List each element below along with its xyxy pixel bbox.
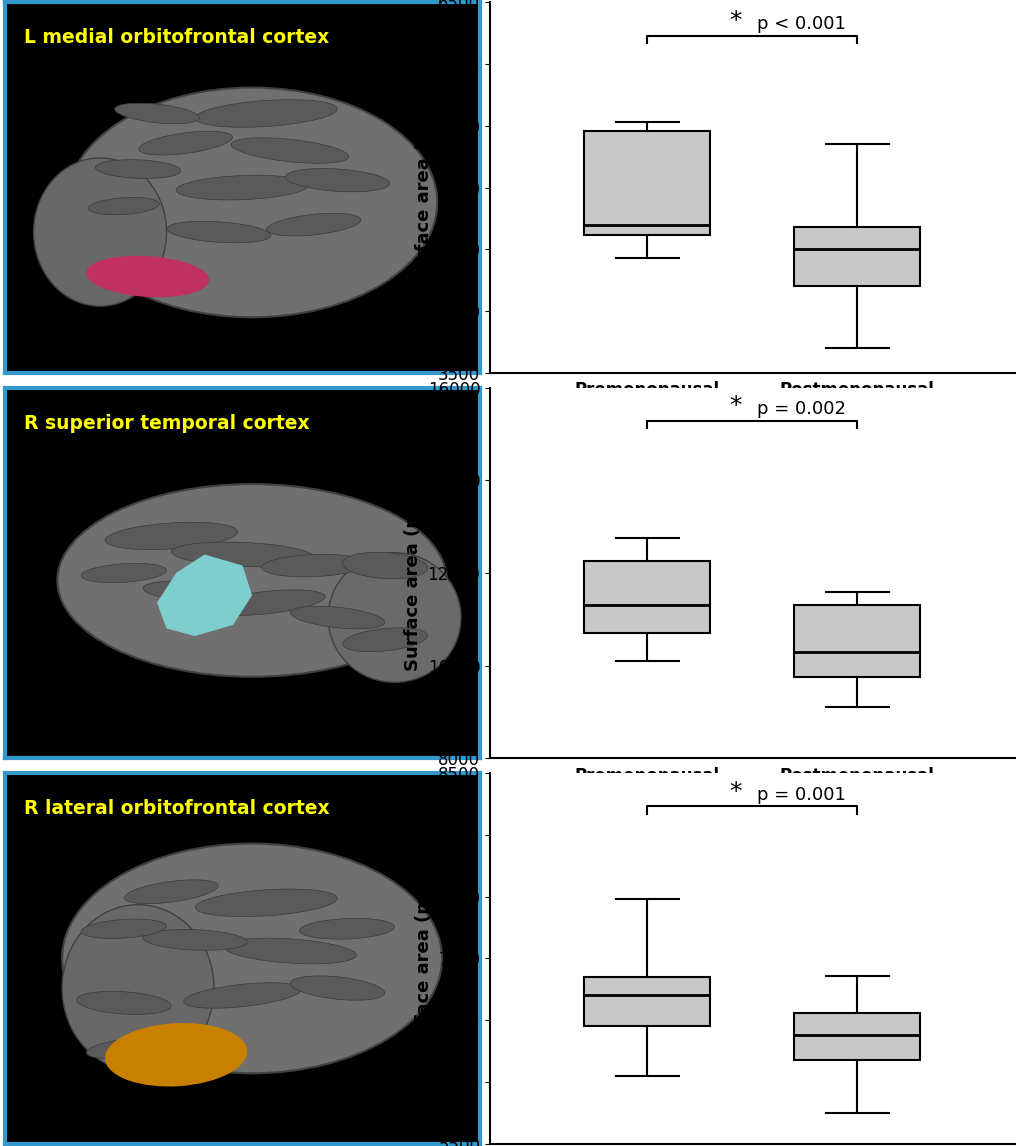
Ellipse shape — [266, 213, 361, 236]
Ellipse shape — [300, 918, 394, 939]
Text: R superior temporal cortex: R superior temporal cortex — [24, 414, 310, 433]
PathPatch shape — [584, 562, 710, 634]
Ellipse shape — [86, 256, 209, 297]
PathPatch shape — [794, 605, 919, 677]
Ellipse shape — [139, 131, 232, 155]
Ellipse shape — [82, 564, 166, 582]
Ellipse shape — [87, 1036, 190, 1059]
Text: *: * — [729, 9, 741, 33]
Ellipse shape — [82, 919, 166, 939]
Ellipse shape — [105, 523, 237, 550]
Ellipse shape — [195, 889, 337, 917]
Ellipse shape — [114, 103, 200, 124]
PathPatch shape — [584, 131, 710, 235]
Text: *: * — [729, 779, 741, 803]
Ellipse shape — [57, 484, 446, 677]
Ellipse shape — [290, 606, 384, 629]
Text: p = 0.001: p = 0.001 — [756, 785, 845, 803]
Text: *: * — [729, 394, 741, 418]
Y-axis label: Surface area (mm²): Surface area (mm²) — [404, 474, 422, 672]
Ellipse shape — [195, 100, 337, 127]
Ellipse shape — [76, 991, 171, 1014]
Ellipse shape — [89, 197, 159, 214]
Ellipse shape — [105, 1023, 247, 1086]
Text: R lateral orbitofrontal cortex: R lateral orbitofrontal cortex — [24, 799, 329, 818]
Ellipse shape — [183, 983, 301, 1008]
Ellipse shape — [34, 158, 166, 306]
Ellipse shape — [166, 221, 271, 243]
Ellipse shape — [67, 87, 437, 317]
Ellipse shape — [143, 581, 247, 603]
Ellipse shape — [124, 880, 218, 904]
Ellipse shape — [96, 159, 180, 179]
Ellipse shape — [143, 929, 247, 950]
PathPatch shape — [584, 976, 710, 1027]
Ellipse shape — [223, 939, 356, 964]
Ellipse shape — [290, 976, 384, 1000]
Polygon shape — [157, 555, 252, 636]
Ellipse shape — [207, 590, 325, 615]
Ellipse shape — [171, 542, 314, 567]
Ellipse shape — [285, 168, 389, 191]
Ellipse shape — [231, 138, 348, 163]
Y-axis label: Surface area (mm²): Surface area (mm²) — [414, 89, 432, 286]
PathPatch shape — [794, 227, 919, 286]
Ellipse shape — [261, 555, 366, 576]
Ellipse shape — [62, 843, 441, 1074]
Ellipse shape — [62, 904, 214, 1072]
Text: p = 0.002: p = 0.002 — [756, 400, 845, 418]
Ellipse shape — [328, 552, 461, 682]
Text: L medial orbitofrontal cortex: L medial orbitofrontal cortex — [24, 29, 329, 47]
Ellipse shape — [176, 175, 309, 199]
Ellipse shape — [342, 552, 427, 579]
PathPatch shape — [794, 1013, 919, 1060]
Ellipse shape — [342, 628, 427, 652]
Text: p < 0.001: p < 0.001 — [756, 15, 845, 33]
Y-axis label: Surface area (mm²): Surface area (mm²) — [415, 860, 432, 1057]
